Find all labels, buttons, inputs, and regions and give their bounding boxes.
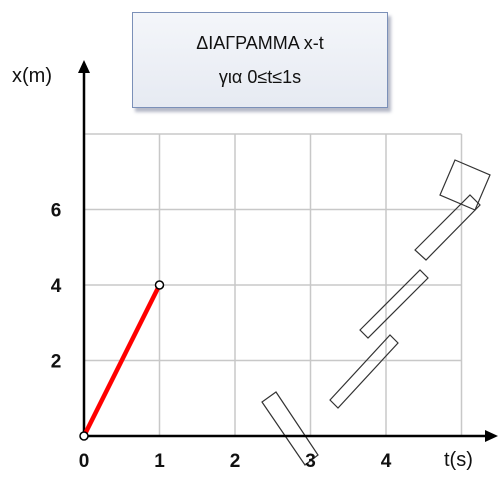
- series: [79, 280, 165, 441]
- y-tick-label: 2: [51, 352, 62, 373]
- data-point: [79, 431, 89, 441]
- watermark: [261, 159, 491, 466]
- y-tick-label: 4: [51, 276, 62, 297]
- data-point: [154, 280, 165, 290]
- y-tick-label: 6: [51, 201, 62, 222]
- x-tick-label: 4: [381, 451, 392, 472]
- x-tick-label: 1: [154, 451, 165, 472]
- chart-title-box: ΔΙΑΓΡΑΜΜΑ x-t για 0≤t≤1s: [132, 12, 388, 108]
- y-axis-arrow: [78, 60, 90, 73]
- series-line: [81, 282, 162, 439]
- x-tick-label: 3: [305, 451, 316, 472]
- axes: [78, 60, 498, 442]
- tick-labels: 0 1 2 3 4 2 4 6: [51, 201, 392, 473]
- chart-subtitle: για 0≤t≤1s: [218, 67, 302, 87]
- x-axis-label: t(s): [444, 449, 473, 471]
- x-axis-arrow: [485, 430, 498, 442]
- x-tick-label: 0: [79, 451, 90, 472]
- grid: [84, 133, 463, 436]
- chart-title: ΔΙΑΓΡΑΜΜΑ x-t: [196, 33, 324, 53]
- y-axis-label: x(m): [12, 65, 52, 87]
- x-tick-label: 2: [230, 451, 241, 472]
